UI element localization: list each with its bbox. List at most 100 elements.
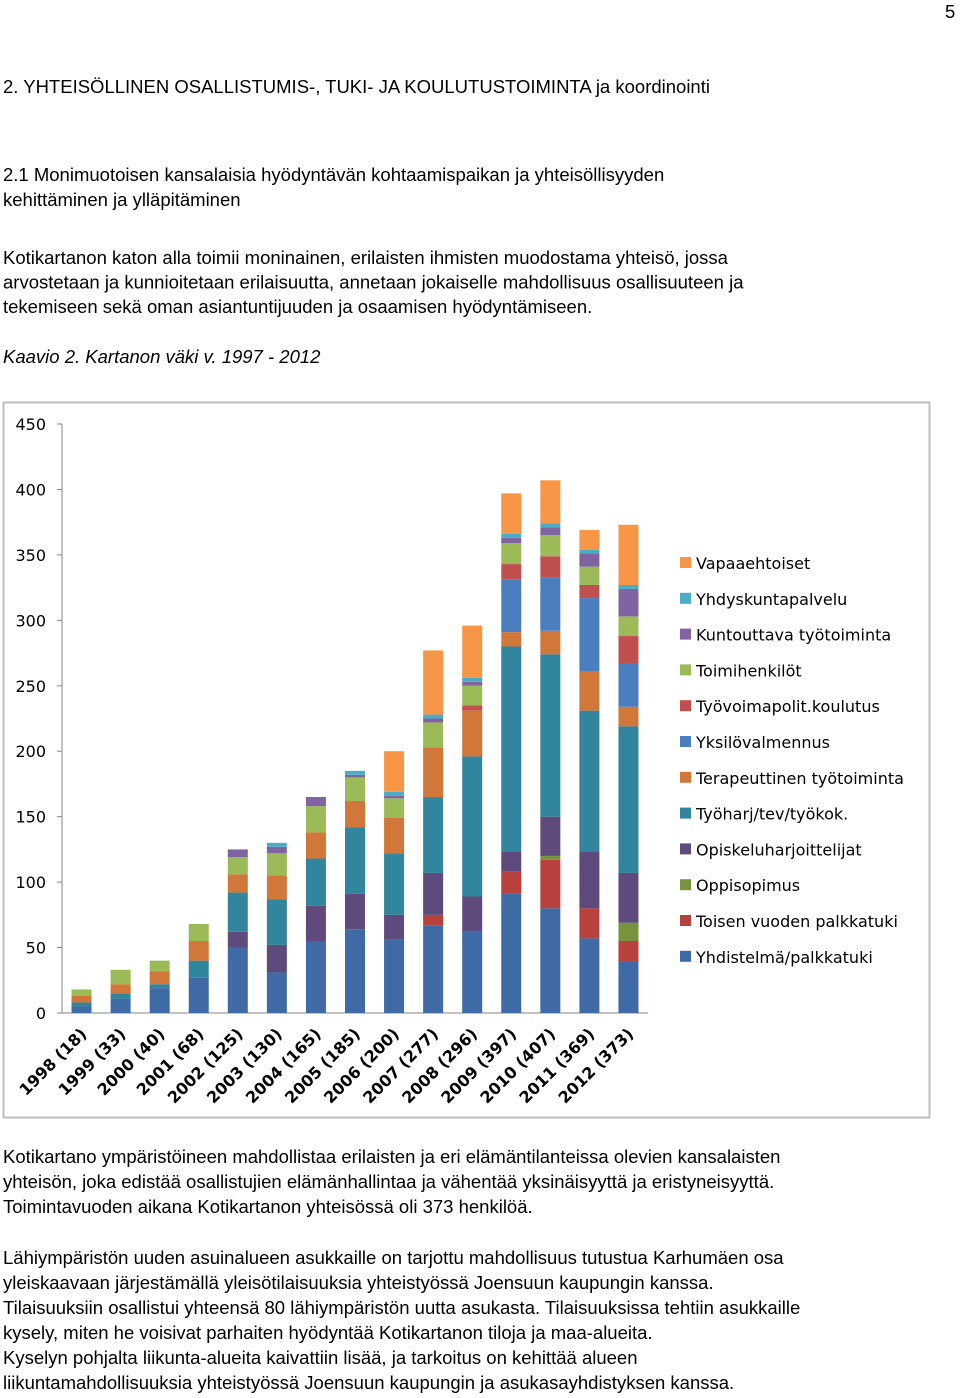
bar-segment [501,871,522,894]
legend-swatch [680,843,691,855]
bar-segment [618,663,639,707]
bar-segment [305,941,326,1013]
bar-segment [501,537,522,544]
bar-segment [110,998,131,1013]
legend-swatch [680,664,691,676]
paragraph-line: Kyselyn pohjalta liikunta-alueita kaivat… [3,1347,638,1368]
legend-swatch [680,807,691,819]
bar-segment [501,543,522,565]
legend-swatch [680,771,691,783]
bar-segment [423,714,444,719]
legend-label: Yhdistelmä/palkkatuki [695,948,873,967]
bar-segment [345,774,365,778]
legend-swatch [680,700,691,712]
bar-segment [540,859,561,909]
bar-segment [188,960,209,978]
legend-label: Työvoimapolit.koulutus [695,697,880,716]
y-tick-label: 150 [15,808,46,827]
paragraph-line: arvostetaan ja kunnioitetaan erilaisuutt… [3,272,744,293]
bar-segment [579,671,600,711]
bar-segment [501,533,522,538]
paragraph-line: Kotikartano ympäristöineen mahdollistaa … [3,1146,780,1167]
bar-segment [305,905,326,942]
bar-segment [423,722,444,748]
bar-segment [149,960,170,972]
bar-segment [110,984,131,994]
paragraph-line: Kotikartanon katon alla toimii moninaine… [3,247,729,268]
bar-segment [618,726,639,873]
y-tick-label: 50 [26,939,46,958]
bar-segment [462,756,483,897]
legend-label: Yksilövalmennus [695,733,830,752]
bar-segment [384,939,405,1013]
caption: Kaavio 2. Kartanon väki v. 1997 - 2012 [3,346,321,367]
bar-segment [71,995,92,1003]
bar-segment [149,988,170,1013]
bar-segment [266,842,287,847]
bar-segment [540,480,561,524]
y-tick-label: 0 [36,1004,46,1023]
bar-segment [149,984,170,989]
bar-segment [266,875,287,900]
bar-segment [540,630,561,655]
bar-segment [423,718,444,723]
legend-label: Toimihenkilöt [695,661,802,680]
bar-segment [423,872,444,915]
heading: 2. YHTEISÖLLINEN OSALLISTUMIS-, TUKI- JA… [3,76,710,97]
bar-segment [501,893,522,1013]
paragraph-line: yleiskaavaan järjestämällä yleisötilaisu… [3,1272,714,1293]
bar-segment [384,795,405,799]
bar-segment [618,588,639,617]
paragraph-line: yhteisön, joka edistää osallistujien elä… [3,1171,774,1192]
bar-segment [384,817,405,854]
bar-segment [462,685,483,706]
bar-segment [266,846,287,854]
bar-segment [266,972,287,1013]
subheading: kehittäminen ja ylläpitäminen [3,189,241,210]
bar-segment [384,914,405,940]
bar-segment [579,584,600,599]
legend-label: Vapaaehtoiset [696,554,810,573]
legend-label: Kuntouttava työtoiminta [696,626,891,645]
bar-segment [305,806,326,833]
bar-segment [579,549,600,554]
y-tick-label: 250 [15,677,46,696]
bar-segment [227,857,248,875]
legend-swatch [680,879,691,891]
bar-segment [579,710,600,853]
bar-segment [540,908,561,1013]
bar-segment [110,993,131,999]
bar-segment [423,650,444,715]
bar-segment [579,908,600,939]
bar-segment [149,971,170,985]
bar-segment [423,914,444,926]
bar-segment [540,523,561,528]
bar-segment [188,977,209,1013]
bar-segment [540,577,561,631]
bar-segment [384,798,405,818]
legend-swatch [680,950,691,962]
bar-segment [540,556,561,578]
bar-segment [266,944,287,973]
bar-segment [618,872,639,923]
bar-segment [227,874,248,893]
bar-segment [345,827,365,894]
legend-swatch [680,557,691,568]
paragraph-line: liikuntamahdollisuuksia yhteistyössä Joe… [3,1372,734,1393]
bar-segment [345,929,365,1013]
bar-segment [501,852,522,872]
y-tick-label: 200 [15,742,46,761]
bar-segment [305,797,326,807]
bar-segment [305,858,326,906]
bar-segment [618,636,639,664]
paragraph-line: Lähiympäristön uuden asuinalueen asukkai… [3,1247,784,1268]
bar-segment [462,625,483,678]
bar-segment [540,654,561,817]
legend-label: Terapeuttinen työtoiminta [695,769,904,788]
bar-segment [227,849,248,858]
bar-segment [618,584,639,589]
bar-segment [618,922,639,942]
bar-segment [384,853,405,915]
bar-segment [579,598,600,672]
